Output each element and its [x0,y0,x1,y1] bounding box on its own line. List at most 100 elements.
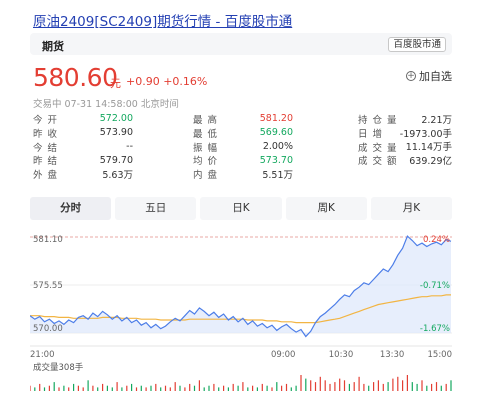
volume-bar [87,380,89,391]
volume-bar [314,382,317,391]
tab-monthly-k[interactable]: 月K [370,197,453,220]
volume-bar [310,380,312,391]
volume-bar [111,387,113,391]
volume-bar [339,378,341,391]
y-axis-pct-label: -1.67% [420,324,450,334]
price-unit: 元 [110,77,121,90]
volume-bar [150,385,152,391]
stat-row: 今结 -- [33,140,133,154]
source-badge[interactable]: 百度股市通 [388,37,446,52]
volume-bar [256,387,258,391]
volume-bar [435,382,438,391]
volume-bar [242,382,244,391]
volume-bar [82,387,84,391]
stat-row: 成交量 11.14万手 [358,140,452,154]
volume-bar [416,383,418,391]
volume-bar [285,383,288,391]
y-axis-pct-label: 0.24% [423,235,450,245]
volume-bar [421,380,423,391]
stat-row: 最高 581.20 [193,112,293,126]
volume-bar [329,383,331,391]
stat-label: 成交量 [358,142,402,154]
stat-value: 573.90 [99,127,133,139]
y-axis-tick-label: 570.00 [33,324,63,334]
stat-row: 今开 572.00 [33,112,133,126]
stat-label: 今结 [33,142,63,154]
add-watchlist-button[interactable]: + 加自选 [406,68,452,84]
stat-value: 639.29亿 [409,156,452,168]
stat-row: 持仓量 2.21万 [358,112,452,126]
x-axis-tick-label: 15:00 [428,350,453,360]
volume-bar [445,383,447,391]
volume-bar [324,380,326,391]
x-axis-tick-label: 21:00 [30,350,55,360]
price-area [30,236,451,337]
page-title-link[interactable]: 原油2409[SC2409]期货行情 - 百度股市通 [33,14,293,30]
stat-label: 内盘 [193,170,223,182]
category-tag[interactable]: 期货 [42,40,64,53]
volume-bar [227,387,229,391]
volume-bar [281,385,283,391]
stats-column-3: 持仓量 2.21万 日增 -1973.00手 成交量 11.14万手 成交额 639.29亿 [358,112,452,167]
volume-bar [164,385,167,391]
stat-row: 外盘 5.63万 [33,167,133,181]
y-axis-tick-label: 581.10 [33,235,63,245]
stat-label: 最低 [193,128,223,140]
volume-label: 成交量308手 [33,362,84,373]
stat-label: 成交额 [358,156,402,168]
volume-bar [271,387,273,391]
volume-bar [319,376,321,391]
volume-bar [126,385,128,391]
volume-bar [348,383,350,391]
stat-row: 均价 573.70 [193,153,293,168]
volume-bar [411,382,413,391]
volume-bar [305,378,307,391]
intraday-chart[interactable]: 581.10 575.55 570.00 0.24% -0.71% -1.67% 21:00… [29,227,453,391]
stat-row: 昨结 579.70 [33,153,133,168]
volume-bar [290,387,292,391]
volume-bar [63,385,65,391]
volume-bar [392,378,394,391]
volume-bar [160,387,162,391]
stat-value: 2.00% [262,140,293,152]
volume-bar [295,385,297,391]
y-axis-pct-label: -0.71% [420,281,450,291]
stat-label: 持仓量 [358,114,402,126]
stat-value: 2.21万 [421,114,452,126]
volume-bar [179,385,181,391]
current-price: 580.60 [33,63,118,92]
tab-daily-k[interactable]: 日K [200,197,282,220]
volume-bar [266,385,268,391]
price-line [29,235,452,338]
volume-bar [373,382,375,391]
volume-bar [58,387,60,391]
plus-circle-icon: + [406,71,416,81]
volume-bar [116,382,118,391]
tab-five-day[interactable]: 五日 [115,197,197,220]
volume-bar [252,385,254,391]
volume-bar [343,380,346,391]
volume-bar [193,385,196,391]
stat-row: 成交额 639.29亿 [358,153,452,167]
volume-bar [247,387,249,391]
stat-value: 579.70 [99,154,133,166]
volume-bar [29,385,31,391]
stat-row: 日增 -1973.00手 [358,126,452,140]
category-tag-bar: 期货 百度股市通 [30,33,452,55]
y-axis-tick-label: 575.55 [33,281,63,291]
volume-bar [237,385,239,391]
volume-bar [184,387,186,391]
stats-column-2: 最高 581.20 最低 569.60 振幅 2.00% 均价 573.70 内盘 5.51万 [193,112,293,181]
volume-bar [276,382,278,391]
volume-bar [169,387,171,391]
volume-bar [358,376,360,391]
stat-label: 外盘 [33,170,63,182]
volume-bar [300,375,302,391]
stat-label: 均价 [193,156,223,168]
tab-intraday[interactable]: 分时 [30,197,112,220]
tab-weekly-k[interactable]: 周K [285,197,367,220]
volume-bar [140,385,142,391]
volume-bar [382,383,384,391]
volume-bar [73,383,75,391]
volume-bar [131,383,133,391]
